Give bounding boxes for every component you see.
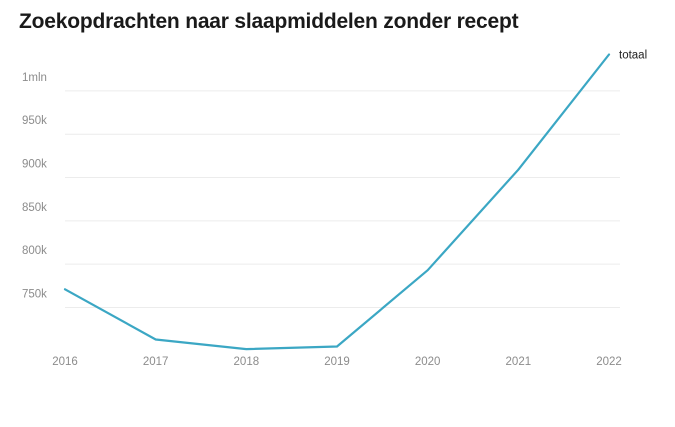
- y-tick-label: 1mln: [22, 72, 47, 84]
- y-tick-label: 950k: [22, 115, 47, 127]
- x-tick-label: 2017: [143, 356, 169, 368]
- y-tick-label: 750k: [22, 288, 47, 300]
- x-tick-label: 2016: [52, 356, 78, 368]
- chart-title: Zoekopdrachten naar slaapmiddelen zonder…: [19, 10, 519, 33]
- gridlines: [65, 90, 620, 308]
- x-tick-label: 2018: [234, 356, 260, 368]
- x-tick-label: 2021: [506, 356, 532, 368]
- series-label: totaal: [619, 50, 647, 62]
- x-tick-label: 2019: [324, 356, 350, 368]
- series-layer: totaal: [63, 50, 647, 351]
- x-tick-label: 2020: [415, 356, 441, 368]
- x-axis-ticks: 2016 2017 2018 2019 2020 2021 2022: [52, 356, 622, 368]
- y-tick-label: 850k: [22, 202, 47, 214]
- y-tick-label: 900k: [22, 159, 47, 171]
- y-tick-label: 800k: [22, 245, 47, 257]
- x-tick-label: 2022: [596, 356, 622, 368]
- series-line-totaal: [63, 53, 611, 351]
- y-axis-ticks: 750k 800k 850k 900k 950k 1mln: [22, 72, 47, 301]
